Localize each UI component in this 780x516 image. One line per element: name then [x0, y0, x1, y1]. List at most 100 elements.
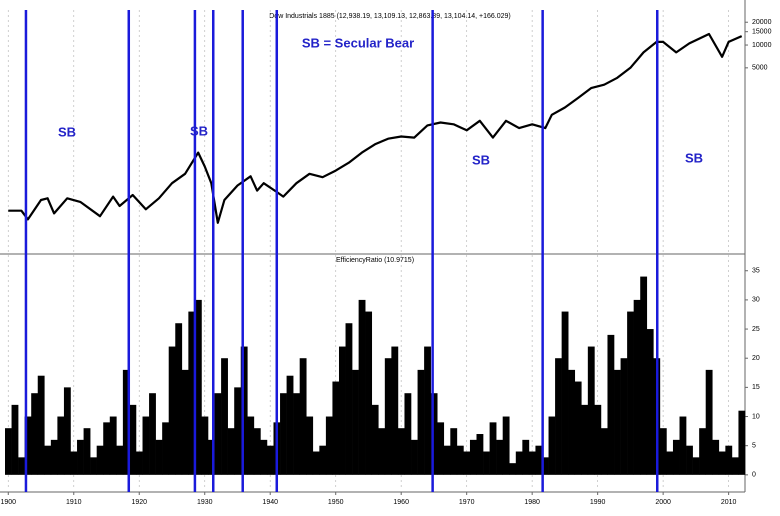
y-tick-label: 35: [752, 268, 760, 275]
bar: [77, 439, 84, 475]
annotation: SB = Secular Bear: [302, 35, 414, 50]
top-title: Dow Industrials 1885 (12,938.19, 13,109.…: [269, 13, 511, 20]
bar: [194, 299, 202, 475]
bar: [70, 451, 78, 475]
bar: [515, 451, 523, 475]
bar: [725, 445, 733, 475]
bar: [365, 311, 373, 475]
bar: [600, 428, 608, 475]
bar: [712, 439, 720, 475]
bar: [437, 422, 445, 475]
bar: [640, 276, 648, 475]
bar: [509, 463, 517, 475]
bar: [214, 393, 222, 475]
y-tick-label: 25: [752, 326, 760, 333]
bar: [358, 299, 366, 475]
bar: [175, 323, 183, 475]
bar: [705, 369, 713, 475]
bar: [352, 369, 359, 475]
bar: [679, 416, 687, 475]
bar: [240, 346, 248, 475]
bar: [31, 393, 39, 475]
bar: [266, 445, 274, 475]
bar: [476, 434, 484, 475]
x-tick-label: 2010: [721, 499, 737, 506]
x-tick-label: 1970: [459, 499, 475, 506]
bar: [627, 311, 634, 475]
x-tick-label: 1990: [590, 499, 606, 506]
bar: [699, 428, 707, 475]
x-tick-label: 1900: [0, 499, 16, 506]
bar: [738, 410, 746, 475]
bar: [50, 439, 58, 475]
bar: [587, 346, 595, 475]
bar: [666, 451, 674, 475]
bar: [188, 311, 196, 475]
bar: [306, 416, 314, 475]
y-tick-label: 5000: [752, 65, 768, 72]
bar: [411, 439, 418, 475]
bar: [548, 416, 556, 475]
x-tick-label: 1920: [131, 499, 147, 506]
bar: [496, 439, 503, 475]
bar: [489, 422, 497, 475]
bar: [63, 387, 71, 475]
x-tick-label: 1950: [328, 499, 344, 506]
x-tick-label: 1960: [393, 499, 409, 506]
bar: [456, 445, 464, 475]
y-tick-label: 10000: [752, 42, 772, 49]
bar: [44, 445, 52, 475]
annotation: SB: [685, 150, 703, 165]
bar: [541, 457, 549, 475]
y-tick-label: 20000: [752, 19, 772, 26]
y-tick-label: 15000: [752, 29, 772, 36]
bar: [260, 439, 268, 475]
bar: [18, 457, 25, 475]
bar: [142, 416, 150, 475]
bar: [561, 311, 569, 475]
bar: [522, 439, 530, 475]
bar: [568, 369, 576, 475]
bar: [404, 393, 412, 475]
bar: [731, 457, 739, 475]
bar: [430, 393, 438, 475]
bar: [574, 381, 582, 475]
bar: [502, 416, 510, 475]
bar: [168, 346, 176, 475]
bar: [397, 428, 405, 475]
x-tick-label: 1980: [524, 499, 540, 506]
bar: [103, 422, 111, 475]
bar: [692, 457, 700, 475]
bottom-title: EfficiencyRatio (10.9715): [336, 257, 414, 264]
bar: [686, 445, 693, 475]
y-tick-label: 10: [752, 413, 760, 420]
y-tick-label: 20: [752, 355, 760, 362]
bar: [659, 428, 667, 475]
bar: [594, 404, 602, 475]
bar: [424, 346, 431, 475]
bar: [672, 439, 680, 475]
bar: [37, 375, 45, 475]
bar: [221, 358, 228, 475]
bar: [253, 428, 261, 475]
bar: [293, 393, 300, 475]
bar: [555, 358, 562, 475]
bar: [378, 428, 386, 475]
bar: [116, 445, 124, 475]
bar: [90, 457, 97, 475]
bar: [338, 346, 346, 475]
bar: [83, 428, 91, 475]
bar: [312, 451, 320, 475]
bar: [234, 387, 242, 475]
bar: [247, 416, 255, 475]
bar: [718, 451, 726, 475]
price-line: [8, 32, 743, 224]
bar: [155, 439, 163, 475]
bar: [208, 439, 215, 475]
bar: [528, 451, 536, 475]
bar: [122, 369, 130, 475]
bar: [96, 445, 104, 475]
bar: [371, 404, 379, 475]
